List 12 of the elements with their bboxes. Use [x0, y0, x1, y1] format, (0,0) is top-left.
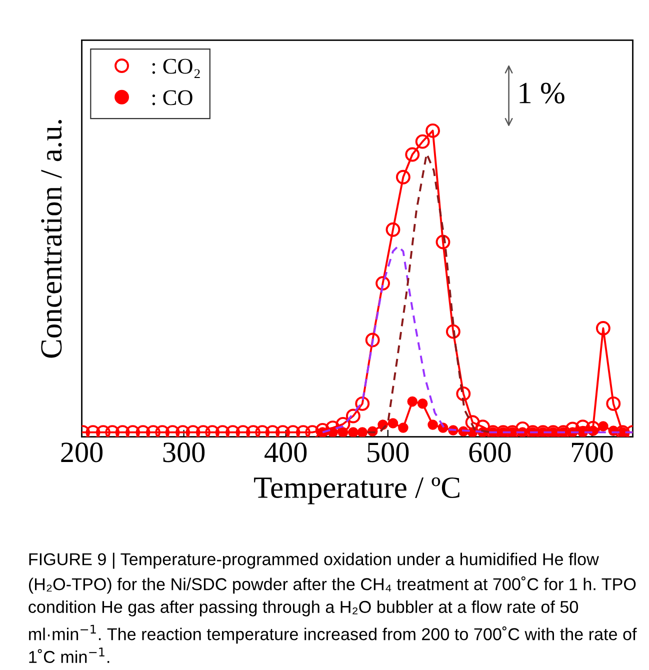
- x-tick-label: 500: [368, 442, 409, 462]
- legend-label: : CO: [152, 90, 192, 106]
- x-tick-label: 300: [163, 442, 205, 462]
- text: FIGURE 9 | Temperature-programmed oxidation under a humidified He flow (H₂O-TPO) for the Ni/SDC powder after the CH₄ treatment at 700˚C for 1 h. TPO condition He gas after passing through a H₂O bubbler at a flow rate of 50 ml·min$^{−1}$. The reaction temperature increased from 200 to 700˚C with the rate of 1˚C min$^{−1}$.: [28, 552, 637, 664]
- x-tick-label: 600: [469, 442, 511, 462]
- x-axis-title: Temperature / ºC: [254, 477, 460, 504]
- text: 1 %: [520, 82, 564, 104]
- x-tick-label: 400: [264, 442, 307, 462]
- x-tick-label: 700: [572, 442, 613, 462]
- y-axis-title: Concentration / a.u.: [41, 120, 62, 358]
- x-tick-label: 200: [61, 442, 103, 462]
- legend-label: : CO₂: [152, 58, 200, 78]
